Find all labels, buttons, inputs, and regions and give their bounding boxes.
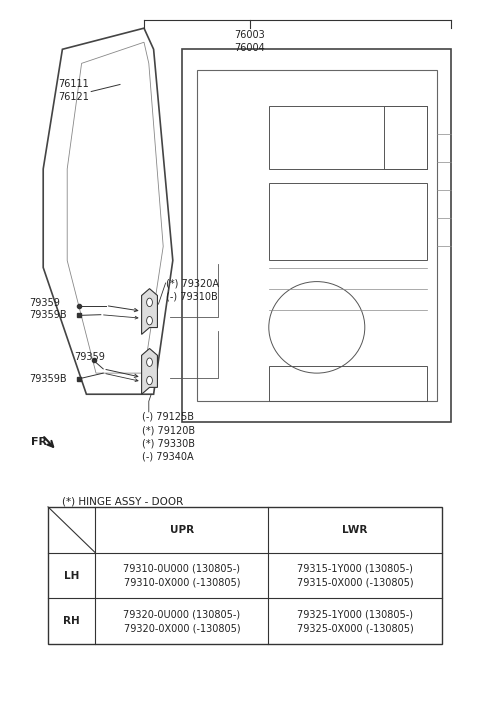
Text: (-) 79125B
(*) 79120B
(*) 79330B
(-) 79340A: (-) 79125B (*) 79120B (*) 79330B (-) 793… <box>142 412 195 461</box>
Text: 79310-0U000 (130805-)
79310-0X000 (-130805): 79310-0U000 (130805-) 79310-0X000 (-1308… <box>123 563 240 588</box>
Text: (*) HINGE ASSY - DOOR: (*) HINGE ASSY - DOOR <box>62 497 184 507</box>
Text: UPR: UPR <box>170 524 194 535</box>
Circle shape <box>147 298 153 307</box>
Text: 76003
76004: 76003 76004 <box>234 30 265 53</box>
Text: 79315-1Y000 (130805-)
79315-0X000 (-130805): 79315-1Y000 (130805-) 79315-0X000 (-1308… <box>297 563 413 588</box>
Polygon shape <box>142 348 157 394</box>
Text: 79359: 79359 <box>74 352 105 362</box>
Text: (*) 79320A
(-) 79310B: (*) 79320A (-) 79310B <box>166 278 218 301</box>
Text: 76111
76121: 76111 76121 <box>58 79 89 101</box>
Text: 79359B: 79359B <box>29 374 66 384</box>
Text: 79359: 79359 <box>29 298 60 308</box>
Circle shape <box>147 358 153 366</box>
Text: 79359B: 79359B <box>29 310 66 320</box>
Text: 79325-1Y000 (130805-)
79325-0X000 (-130805): 79325-1Y000 (130805-) 79325-0X000 (-1308… <box>297 609 413 634</box>
Text: LH: LH <box>64 570 79 581</box>
Text: RH: RH <box>63 616 80 627</box>
Circle shape <box>147 376 153 384</box>
Text: 79320-0U000 (130805-)
79320-0X000 (-130805): 79320-0U000 (130805-) 79320-0X000 (-1308… <box>123 609 240 634</box>
Text: LWR: LWR <box>342 524 368 535</box>
Text: FR.: FR. <box>31 437 52 447</box>
Circle shape <box>147 317 153 325</box>
Bar <box>48 507 442 644</box>
Polygon shape <box>142 289 157 334</box>
